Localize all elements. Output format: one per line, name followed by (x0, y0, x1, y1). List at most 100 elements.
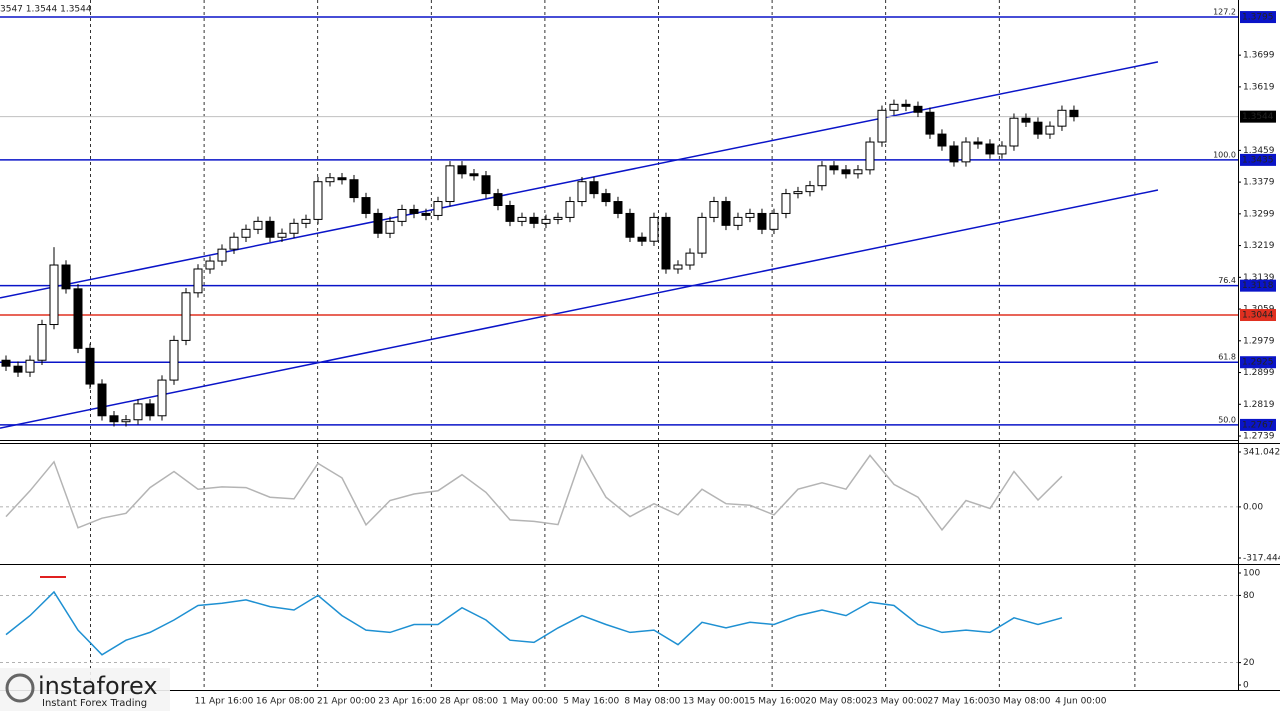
candle-body (409, 208, 419, 214)
indicator-line (5, 453, 1063, 532)
candle-body (577, 181, 587, 203)
x-tick-label: 30 May 08:00 (989, 697, 1051, 707)
candle-body (901, 103, 911, 107)
candle-body (193, 268, 203, 294)
candle-body (649, 216, 659, 242)
y-tick-label: 1.3299 (1243, 209, 1275, 219)
candle-body (949, 145, 959, 163)
fib-label: 127.2 (1213, 8, 1236, 17)
y-tick-label: 0.00 (1243, 502, 1263, 512)
candle-body (853, 169, 863, 175)
candle-body (373, 212, 383, 234)
candle-body (829, 165, 839, 171)
candle-body (781, 193, 791, 214)
candle-body (589, 181, 599, 195)
candle-body (925, 111, 935, 135)
channel-line (0, 61, 1159, 299)
candle-body (673, 264, 683, 270)
candle-body (709, 201, 719, 218)
price-tag-label: 1.3795 (1242, 13, 1274, 23)
candle-body (13, 365, 23, 373)
time-grid (90, 0, 1136, 690)
candle-body (469, 173, 479, 177)
candle-body (1069, 109, 1079, 118)
candle-body (205, 260, 215, 270)
price-tag (1240, 279, 1276, 292)
y-tick-label: 0 (1243, 681, 1249, 691)
candle-body (961, 141, 971, 163)
candle-body (145, 403, 155, 417)
candle-body (241, 228, 251, 238)
watermark-box (0, 668, 170, 711)
y-tick-label: 100 (1243, 569, 1260, 579)
watermark-brand: instaforex (38, 672, 158, 700)
candle-body (289, 222, 299, 234)
indicator-line (5, 590, 1063, 656)
y-tick-label: 1.3379 (1243, 178, 1275, 188)
candle-body (25, 359, 35, 373)
candle-body (133, 403, 143, 421)
y-tick-label: 1.2899 (1243, 368, 1275, 378)
x-tick-label: 28 Apr 08:00 (439, 697, 498, 707)
price-tag (1240, 11, 1276, 24)
candle-body (61, 264, 71, 290)
x-tick-label: 23 Apr 16:00 (378, 697, 437, 707)
price-tag (1240, 356, 1276, 369)
candle-body (757, 212, 767, 230)
candle-body (697, 216, 707, 254)
x-tick-label: 13 May 00:00 (683, 697, 745, 707)
y-tick-label: 1.2739 (1243, 432, 1275, 442)
y-tick-label: 80 (1243, 591, 1255, 601)
candle-body (1009, 117, 1019, 147)
x-tick-label: 16 Apr 08:00 (256, 697, 315, 707)
candle-body (1021, 117, 1031, 123)
y-tick-label: 1.3619 (1243, 82, 1275, 92)
candle-body (349, 179, 359, 199)
candle-body (841, 169, 851, 175)
y-tick-label: 341.0423 (1243, 448, 1280, 458)
candle-body (313, 181, 323, 220)
y-tick-label: 1.3219 (1243, 241, 1275, 251)
price-tag-label: 1.3544 (1242, 112, 1274, 122)
candle-body (109, 415, 119, 423)
x-tick-label: 11 Apr 16:00 (195, 697, 254, 707)
candle-body (517, 216, 527, 222)
candle-body (157, 379, 167, 417)
fib-label: 76.4 (1218, 276, 1236, 285)
x-tick-label: 8 May 08:00 (624, 697, 680, 707)
price-tag (1240, 153, 1276, 166)
price-tag-label: 1.2767 (1242, 420, 1274, 430)
candle-body (805, 185, 815, 193)
candle-body (85, 347, 95, 385)
candle-body (937, 133, 947, 147)
candle-body (733, 216, 743, 226)
candle-body (421, 212, 431, 216)
candle-body (73, 288, 83, 349)
candle-body (745, 212, 755, 218)
candle-body (1, 359, 11, 367)
candle-body (541, 218, 551, 224)
candle-body (481, 175, 491, 195)
watermark-tagline: Instant Forex Trading (42, 698, 147, 709)
y-tick-label: 1.2819 (1243, 400, 1275, 410)
candle-body (397, 208, 407, 222)
candle-body (637, 236, 647, 242)
y-tick-label: 1.3699 (1243, 51, 1275, 61)
candle-body (361, 197, 371, 214)
candle-body (721, 201, 731, 226)
fib-label: 61.8 (1218, 353, 1236, 362)
y-tick-label: -317.444 (1243, 554, 1280, 564)
candle-body (301, 218, 311, 224)
candle-body (433, 201, 443, 216)
candle-body (913, 105, 923, 113)
candle-body (337, 177, 347, 181)
candle-body (565, 201, 575, 218)
price-tag-label: 1.2925 (1242, 358, 1274, 368)
candle-body (253, 220, 263, 230)
candle-body (457, 165, 467, 175)
candle-body (181, 292, 191, 341)
candle-body (121, 419, 131, 423)
fib-label: 50.0 (1218, 415, 1236, 424)
y-tick-label: 1.2979 (1243, 336, 1275, 346)
